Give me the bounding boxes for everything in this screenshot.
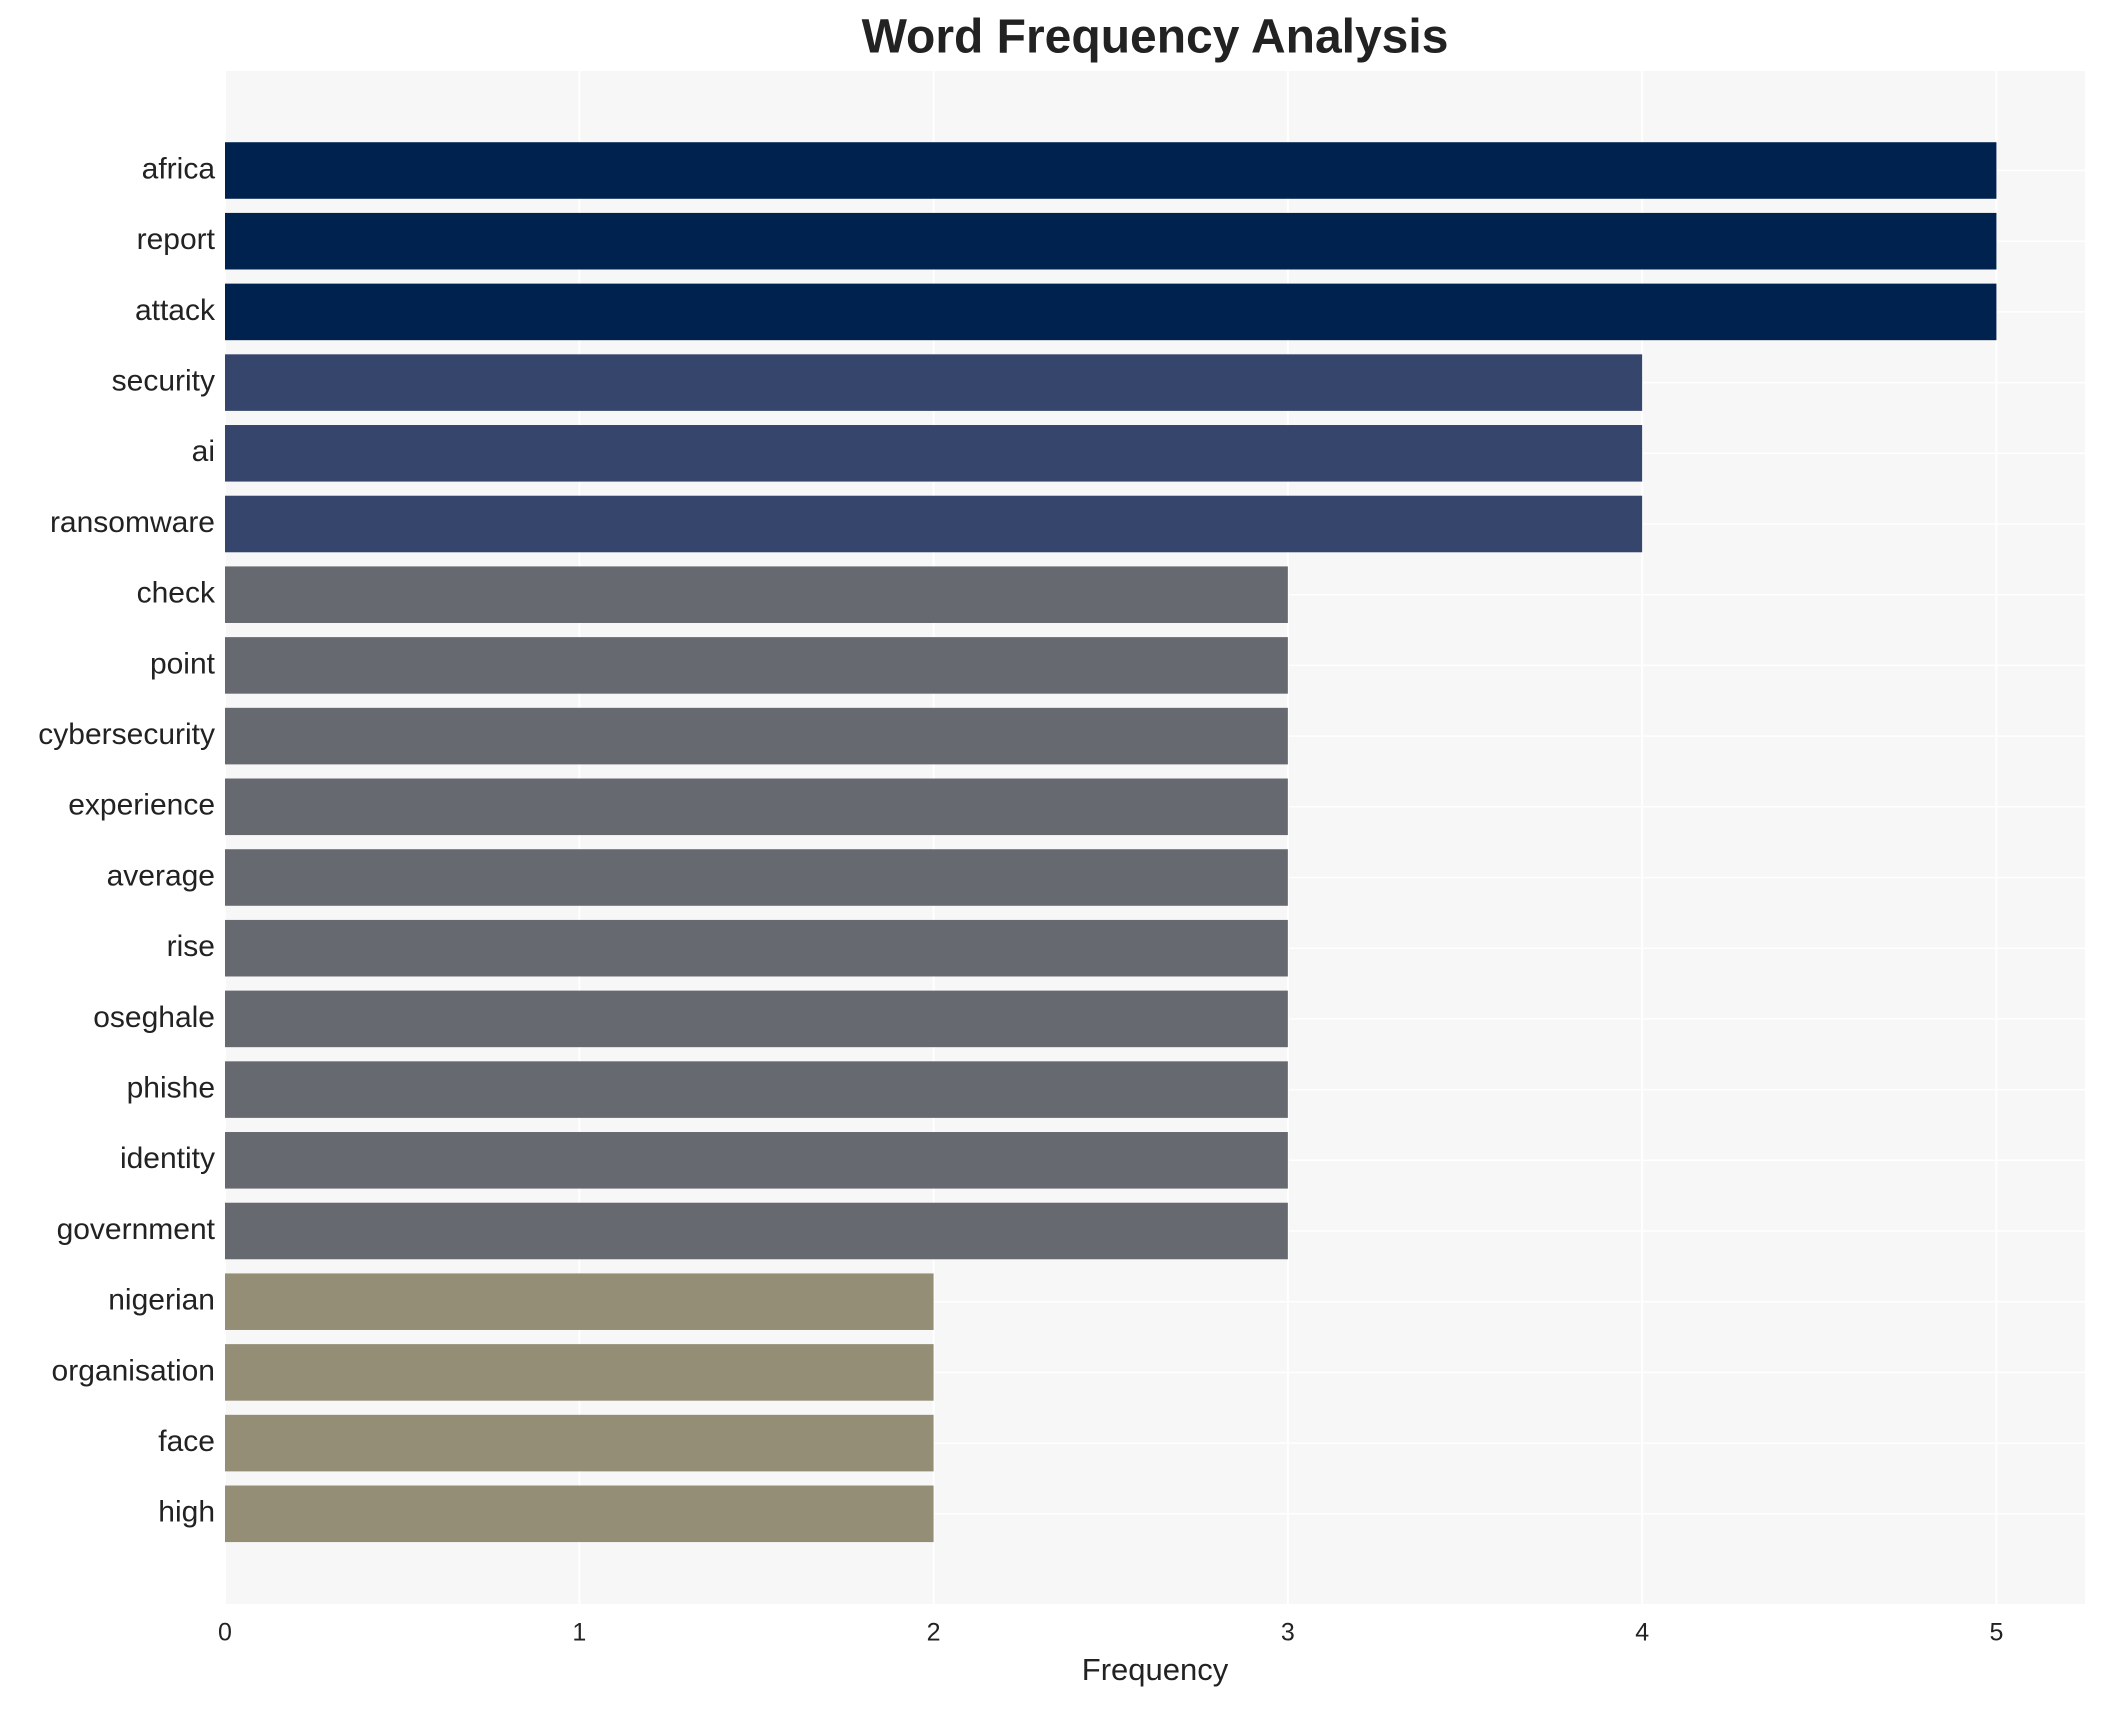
bar: [225, 212, 1997, 270]
y-tick-label: africa: [142, 152, 216, 185]
x-tick-label: 3: [1281, 1619, 1295, 1647]
bar: [225, 637, 1288, 694]
bar: [225, 495, 1643, 553]
y-tick-label: check: [137, 577, 216, 610]
x-tick-label: 4: [1635, 1619, 1649, 1647]
bar: [225, 1132, 1288, 1189]
chart-title: Word Frequency Analysis: [862, 11, 1449, 64]
bar: [225, 283, 1997, 341]
x-tick-label: 0: [218, 1619, 232, 1647]
x-tick-label: 2: [927, 1619, 941, 1647]
y-tick-label: rise: [167, 930, 215, 963]
y-tick-label: identity: [120, 1142, 215, 1175]
bar: [225, 990, 1288, 1048]
bar: [225, 1344, 934, 1401]
y-tick-label: phishe: [127, 1072, 215, 1105]
x-axis-label: Frequency: [1082, 1652, 1229, 1687]
bar: [225, 425, 1643, 482]
x-tick-label: 5: [1989, 1619, 2003, 1647]
y-tick-label: point: [150, 647, 216, 680]
bar: [225, 919, 1288, 977]
bar: [225, 778, 1288, 836]
bar: [225, 1414, 934, 1472]
y-tick-label: government: [57, 1213, 216, 1246]
bar: [225, 849, 1288, 906]
y-tick-label: average: [107, 859, 215, 892]
y-tick-label: attack: [135, 294, 216, 327]
y-tick-label: ai: [192, 435, 215, 468]
bar: [225, 354, 1643, 411]
y-tick-label: nigerian: [108, 1284, 215, 1317]
bar: [225, 1202, 1288, 1260]
bar: [225, 1485, 934, 1543]
y-tick-label: high: [158, 1496, 215, 1529]
x-tick-label: 1: [572, 1619, 586, 1647]
bar: [225, 142, 1997, 199]
y-tick-label: experience: [68, 789, 215, 822]
y-tick-label: report: [137, 223, 216, 256]
bar: [225, 1273, 934, 1330]
y-tick-label: cybersecurity: [38, 718, 215, 751]
bar: [225, 707, 1288, 765]
y-tick-label: organisation: [52, 1354, 215, 1387]
bar: [225, 566, 1288, 623]
y-tick-label: security: [112, 365, 215, 398]
bar: [225, 1061, 1288, 1118]
y-tick-label: ransomware: [50, 506, 215, 539]
y-tick-label: face: [158, 1425, 215, 1458]
y-tick-label: oseghale: [93, 1001, 215, 1034]
